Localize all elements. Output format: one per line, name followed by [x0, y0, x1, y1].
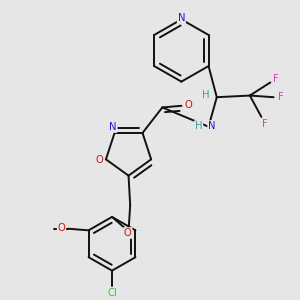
Text: H: H	[202, 90, 210, 100]
Text: O: O	[124, 228, 132, 238]
Text: F: F	[273, 74, 279, 84]
Text: Cl: Cl	[107, 288, 117, 298]
Text: O: O	[95, 155, 103, 165]
Text: N: N	[208, 121, 216, 131]
Text: O: O	[185, 100, 193, 110]
Text: O: O	[58, 223, 65, 233]
Text: H: H	[195, 121, 202, 131]
Text: N: N	[109, 122, 117, 132]
Text: F: F	[278, 92, 284, 102]
Text: F: F	[262, 119, 268, 129]
Text: N: N	[178, 13, 185, 23]
